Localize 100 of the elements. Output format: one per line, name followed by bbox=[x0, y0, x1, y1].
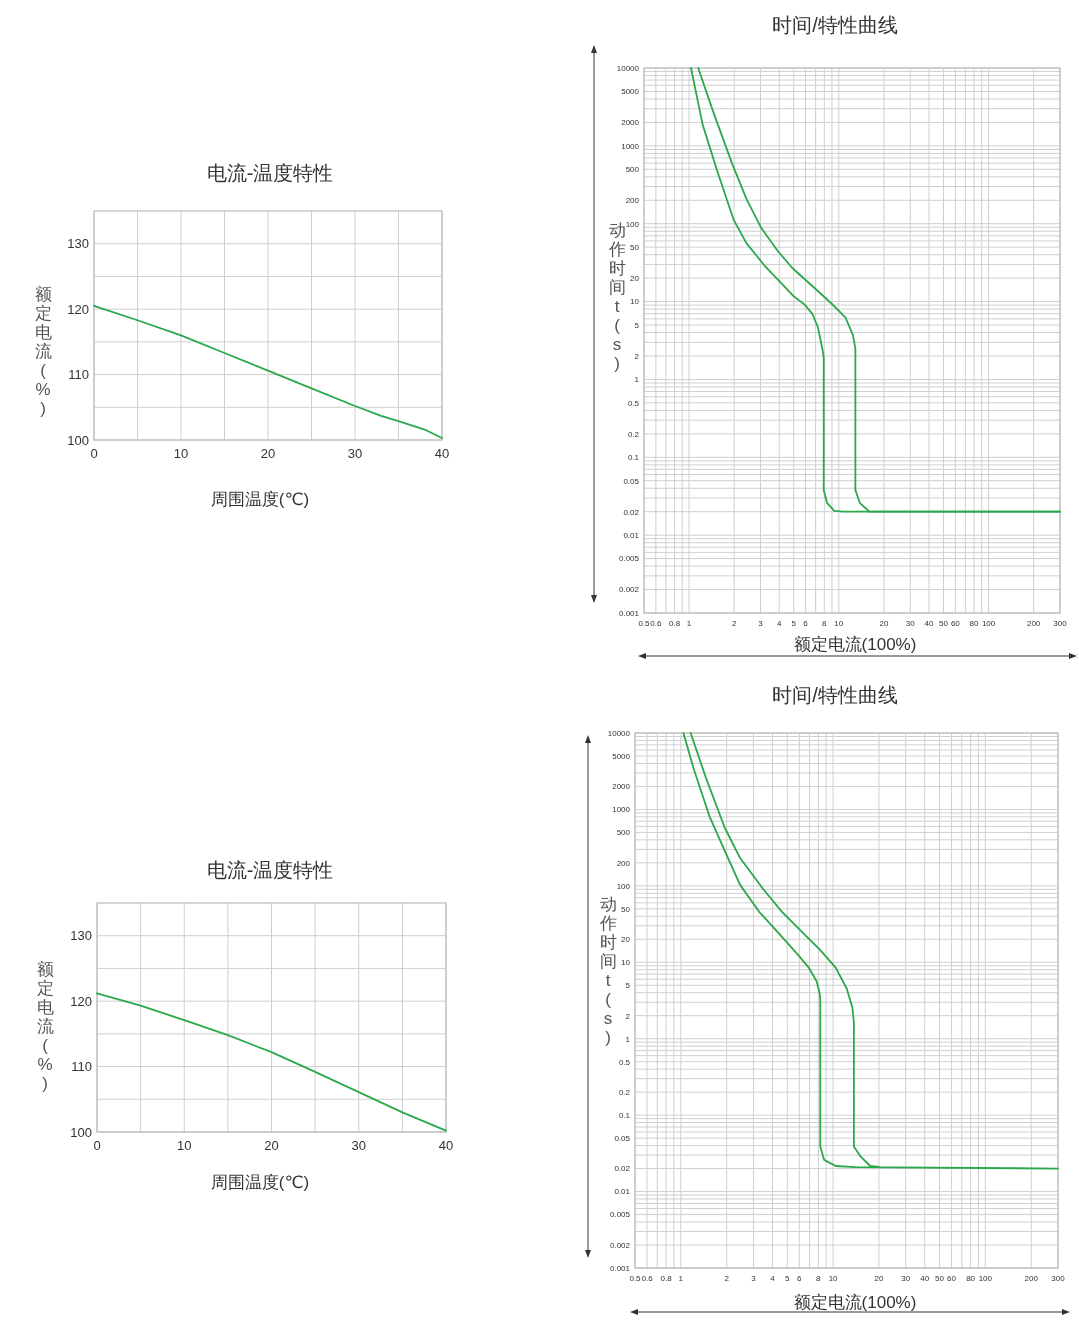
x-tick-label: 5 bbox=[785, 1274, 791, 1283]
x-tick-label: 30 bbox=[351, 1138, 366, 1153]
y-tick-label: 5 bbox=[625, 981, 631, 991]
x-tick-label: 80 bbox=[969, 619, 980, 628]
y-tick-label: 5000 bbox=[621, 87, 640, 97]
x-tick-label: 8 bbox=[816, 1274, 822, 1283]
x-tick-label: 3 bbox=[758, 619, 764, 628]
x-axis-title: 额定电流(100%) bbox=[793, 635, 917, 654]
y-tick-label: 1000 bbox=[621, 141, 640, 151]
x-tick-label: 20 bbox=[264, 1138, 279, 1153]
y-tick-label: 5 bbox=[634, 320, 640, 330]
x-tick-label: 100 bbox=[981, 619, 996, 628]
y-tick-label: 0.1 bbox=[618, 1110, 631, 1120]
y-tick-label: 120 bbox=[67, 301, 89, 317]
x-tick-label: 10 bbox=[177, 1138, 192, 1153]
x-tick-label: 20 bbox=[879, 619, 889, 628]
y-tick-label: 0.001 bbox=[618, 608, 640, 618]
x-tick-label: 40 bbox=[434, 446, 450, 461]
y-tick-label: 110 bbox=[68, 367, 89, 383]
y-tick-label: 0.02 bbox=[614, 1164, 631, 1174]
x-tick-label: 2 bbox=[724, 1274, 730, 1283]
x-tick-label: 10 bbox=[834, 619, 844, 628]
x-tick-label: 4 bbox=[777, 619, 782, 628]
chart-title: 电流-温度特性 bbox=[206, 859, 334, 881]
y-tick-label: 50 bbox=[630, 242, 640, 252]
y-tick-label: 100 bbox=[67, 432, 89, 448]
y-tick-label: 0.01 bbox=[623, 530, 640, 540]
x-tick-label: 0 bbox=[93, 1138, 101, 1153]
y-axis-title: 动作时间t(s) bbox=[598, 895, 617, 1047]
x-tick-label: 20 bbox=[260, 446, 276, 461]
y-tick-label: 0.02 bbox=[623, 507, 640, 517]
y-axis-title: 额定电流(%) bbox=[34, 285, 52, 418]
x-tick-label: 30 bbox=[905, 619, 916, 628]
y-tick-label: 0.05 bbox=[623, 476, 640, 486]
y-tick-label: 2000 bbox=[612, 782, 631, 792]
x-tick-label: 50 bbox=[939, 619, 949, 628]
x-axis-title: 周围温度(℃) bbox=[210, 1173, 310, 1192]
y-tick-label: 2 bbox=[634, 351, 640, 361]
y-tick-label: 110 bbox=[71, 1059, 92, 1075]
y-tick-label: 1000 bbox=[612, 805, 631, 815]
y-tick-label: 2 bbox=[625, 1011, 631, 1021]
x-tick-label: 1 bbox=[686, 619, 692, 628]
x-tick-label: 20 bbox=[874, 1274, 884, 1283]
y-tick-label: 20 bbox=[630, 273, 640, 283]
y-tick-label: 100 bbox=[616, 881, 631, 891]
x-tick-label: 200 bbox=[1026, 619, 1041, 628]
y-tick-label: 10000 bbox=[607, 728, 631, 738]
y-tick-label: 0.05 bbox=[614, 1133, 631, 1143]
x-tick-label: 0.8 bbox=[660, 1274, 673, 1283]
x-tick-label: 60 bbox=[950, 619, 961, 628]
y-tick-label: 0.5 bbox=[627, 398, 640, 408]
y-tick-label: 2000 bbox=[621, 118, 640, 128]
chart-title: 电流-温度特性 bbox=[206, 162, 334, 184]
x-tick-label: 6 bbox=[797, 1274, 803, 1283]
x-tick-label: 40 bbox=[438, 1138, 454, 1153]
y-tick-label: 0.001 bbox=[609, 1263, 631, 1273]
y-axis-title: 额定电流(%) bbox=[36, 960, 54, 1093]
x-tick-label: 0.6 bbox=[650, 619, 662, 628]
y-tick-label: 5000 bbox=[612, 751, 631, 761]
y-tick-label: 120 bbox=[70, 993, 92, 1009]
y-tick-label: 1 bbox=[625, 1034, 631, 1044]
y-tick-label: 100 bbox=[70, 1124, 92, 1140]
y-tick-label: 0.1 bbox=[627, 453, 640, 463]
y-tick-label: 0.005 bbox=[618, 554, 640, 564]
y-tick-label: 20 bbox=[621, 935, 631, 945]
y-tick-label: 50 bbox=[621, 904, 631, 914]
x-tick-label: 1 bbox=[678, 1274, 684, 1283]
x-tick-label: 60 bbox=[947, 1274, 957, 1283]
y-tick-label: 100 bbox=[625, 219, 640, 229]
x-tick-label: 300 bbox=[1053, 619, 1068, 628]
x-tick-label: 0 bbox=[90, 446, 98, 461]
y-tick-label: 0.01 bbox=[614, 1187, 631, 1197]
x-tick-label: 30 bbox=[347, 446, 363, 461]
x-tick-label: 200 bbox=[1024, 1274, 1039, 1283]
chart-title: 时间/特性曲线 bbox=[772, 684, 898, 706]
x-axis-title: 周围温度(℃) bbox=[210, 490, 310, 509]
y-axis-title: 动作时间t(s) bbox=[607, 221, 626, 373]
x-tick-label: 30 bbox=[901, 1274, 911, 1283]
y-tick-label: 500 bbox=[625, 165, 640, 175]
y-tick-label: 1 bbox=[634, 375, 640, 385]
x-tick-label: 0.6 bbox=[641, 1274, 654, 1283]
y-tick-label: 10 bbox=[621, 958, 631, 968]
y-tick-label: 10000 bbox=[616, 63, 640, 73]
y-tick-label: 0.2 bbox=[627, 429, 640, 439]
x-tick-label: 2 bbox=[731, 619, 737, 628]
x-tick-label: 40 bbox=[924, 619, 934, 628]
y-tick-label: 0.005 bbox=[609, 1210, 631, 1220]
x-tick-label: 300 bbox=[1051, 1274, 1066, 1283]
y-tick-label: 130 bbox=[70, 928, 92, 944]
x-tick-label: 40 bbox=[920, 1274, 930, 1283]
y-tick-label: 200 bbox=[616, 858, 631, 868]
x-tick-label: 10 bbox=[828, 1274, 839, 1283]
x-tick-label: 4 bbox=[770, 1274, 776, 1283]
y-tick-label: 0.5 bbox=[618, 1057, 631, 1067]
y-tick-label: 0.002 bbox=[609, 1240, 631, 1250]
x-tick-label: 0.8 bbox=[669, 619, 681, 628]
y-tick-label: 500 bbox=[616, 828, 631, 838]
y-tick-label: 0.2 bbox=[618, 1087, 631, 1097]
y-tick-label: 130 bbox=[67, 236, 89, 252]
x-tick-label: 3 bbox=[751, 1274, 757, 1283]
